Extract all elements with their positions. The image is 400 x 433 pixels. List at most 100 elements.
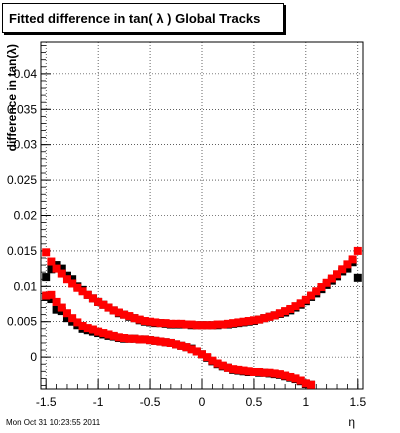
data-point	[198, 321, 206, 330]
data-point	[281, 371, 290, 380]
data-point	[218, 320, 227, 329]
y-axis-label: difference in tan(λ)	[5, 44, 19, 151]
data-point	[249, 368, 258, 377]
data-point	[104, 330, 113, 339]
data-point	[192, 347, 201, 356]
data-point	[322, 278, 331, 287]
y-tick-label: 0.035	[7, 102, 37, 116]
data-point	[94, 297, 103, 306]
data-point	[187, 345, 196, 354]
data-point	[343, 264, 352, 273]
data-point	[161, 319, 170, 328]
data-point	[62, 275, 71, 284]
y-tick-label: 0.02	[14, 209, 38, 223]
data-point	[208, 321, 217, 330]
data-point	[52, 297, 61, 306]
data-point	[223, 363, 232, 372]
x-tick-label: 0	[199, 395, 206, 409]
y-tick-label: 0	[30, 350, 37, 364]
x-tick-label: -0.5	[140, 395, 161, 409]
data-point	[114, 333, 123, 342]
data-point	[47, 290, 56, 299]
data-point	[68, 279, 77, 288]
y-tick-label: 0.025	[7, 173, 37, 187]
data-point	[234, 318, 243, 327]
data-point	[353, 273, 362, 282]
data-point	[125, 312, 134, 321]
data-point	[104, 303, 113, 312]
chart-title: Fitted difference in tan( λ ) Global Tra…	[9, 11, 261, 26]
data-point	[140, 317, 149, 326]
data-point	[286, 304, 295, 313]
data-point	[260, 314, 269, 323]
data-point	[348, 255, 357, 264]
data-point	[317, 283, 326, 292]
data-point	[198, 350, 206, 359]
data-point	[177, 319, 186, 328]
data-point	[109, 331, 118, 340]
data-point	[52, 305, 61, 314]
data-point	[42, 291, 51, 300]
data-point	[270, 369, 279, 378]
data-point	[281, 307, 290, 316]
data-point	[244, 317, 253, 326]
data-point	[208, 356, 217, 365]
data-point	[73, 318, 82, 327]
data-point	[229, 319, 238, 328]
data-point	[275, 309, 284, 318]
data-point	[78, 287, 87, 296]
data-point	[203, 321, 212, 330]
y-tick-label: 0.005	[7, 315, 37, 329]
data-point	[172, 319, 181, 328]
data-point	[255, 315, 264, 324]
data-point	[156, 319, 165, 328]
grid-lines	[41, 42, 363, 389]
data-point	[47, 257, 56, 266]
data-point	[338, 265, 347, 274]
x-tick-label: 0.5	[246, 395, 263, 409]
data-point	[52, 264, 61, 273]
data-point	[83, 324, 92, 333]
data-point	[151, 318, 160, 327]
data-point	[62, 314, 71, 323]
data-point	[333, 270, 342, 279]
title-box: Fitted difference in tan( λ ) Global Tra…	[2, 3, 284, 33]
data-point	[301, 295, 310, 304]
x-tick-labels: -1.5 -1 -0.5 0 0.5 1 1.5	[36, 395, 367, 409]
data-point	[260, 368, 269, 377]
data-point	[172, 340, 181, 349]
data-point	[177, 341, 186, 350]
data-point	[307, 291, 316, 300]
data-point	[146, 317, 155, 326]
data-point	[286, 372, 295, 381]
x-tick-label: 1	[303, 395, 310, 409]
data-point	[78, 321, 87, 330]
data-points	[42, 246, 362, 389]
data-point	[249, 316, 258, 325]
y-tick-labels: 0 0.005 0.01 0.015 0.02 0.025 0.03 0.035 0.04	[7, 67, 37, 364]
data-point	[42, 248, 51, 257]
data-point	[255, 368, 264, 377]
data-point	[234, 365, 243, 374]
data-point	[62, 309, 71, 318]
data-point	[307, 380, 316, 389]
x-tick-label: 1.5	[349, 395, 366, 409]
data-point	[244, 367, 253, 376]
data-point	[239, 317, 248, 326]
data-point	[166, 338, 175, 347]
data-point	[166, 319, 175, 328]
data-point	[213, 359, 222, 368]
data-point	[73, 283, 82, 292]
data-point	[140, 335, 149, 344]
data-point	[156, 337, 165, 346]
data-point	[135, 315, 144, 324]
data-point	[161, 338, 170, 347]
data-point	[291, 374, 300, 383]
data-point	[57, 303, 66, 312]
data-point	[99, 329, 108, 338]
data-point	[343, 260, 352, 269]
data-point	[135, 335, 144, 344]
data-point	[151, 336, 160, 345]
data-point	[213, 320, 222, 329]
data-point	[223, 319, 232, 328]
